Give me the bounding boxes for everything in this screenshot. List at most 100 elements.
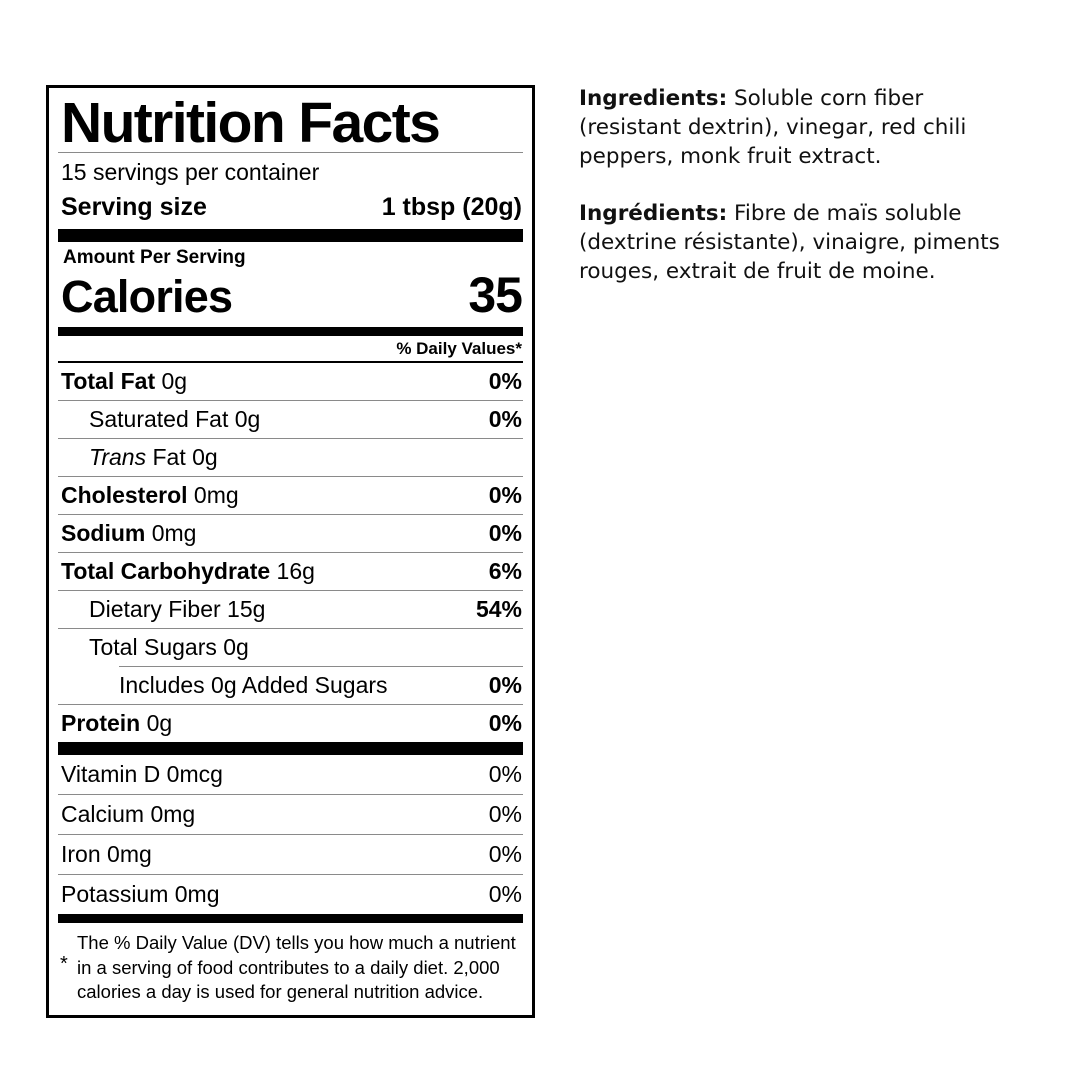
row-divider — [58, 834, 523, 836]
vitamin-percent: 0% — [488, 881, 522, 908]
nutrient-label: Total Carbohydrate — [61, 558, 271, 585]
row-divider — [58, 628, 523, 630]
footnote: * The % Daily Value (DV) tells you how m… — [58, 923, 523, 1015]
vitamins-thick-divider — [58, 742, 523, 756]
vitamin-name: Vitamin D 0mcg — [61, 761, 223, 788]
row-divider — [58, 400, 523, 402]
nutrient-amount: 0mg — [145, 520, 197, 547]
vitamin-row: Iron 0mg 0% — [58, 835, 523, 874]
nutrient-amount: 0g — [155, 368, 188, 395]
calories-label: Calories — [61, 271, 233, 323]
nutrient-rows: Total Fat 0g 0% Saturated Fat 0g 0% Trans Fa… — [58, 363, 523, 742]
ingredients-panel: Ingredients: Soluble corn fiber (resista… — [579, 84, 1019, 313]
nutrient-percent: 0% — [488, 520, 522, 547]
nutrient-amount: 16g — [270, 558, 315, 585]
nutrient-label: Saturated Fat — [89, 406, 229, 433]
nutrient-label: Sodium — [61, 520, 146, 547]
row-divider — [58, 794, 523, 796]
nutrient-row: Dietary Fiber 15g 54% — [58, 591, 523, 628]
nutrient-name: Saturated Fat 0g — [89, 408, 260, 431]
nutrient-percent: 54% — [475, 596, 522, 623]
nutrient-name: Protein 0g — [61, 712, 172, 735]
ingredients-english: Ingredients: Soluble corn fiber (resista… — [579, 84, 1019, 172]
nutrient-row: Trans Fat 0g — [58, 439, 523, 476]
page-title: Nutrition Facts — [61, 91, 441, 155]
nutrient-amount: Fat 0g — [146, 444, 218, 471]
row-divider — [58, 476, 523, 478]
calories-row: Calories 35 — [61, 267, 523, 323]
serving-size-label: Serving size — [61, 193, 207, 222]
ingredients-french-label: Ingrédients: — [579, 200, 728, 226]
row-divider — [58, 552, 523, 554]
daily-value-divider — [58, 361, 523, 364]
footnote-text: The % Daily Value (DV) tells you how muc… — [77, 932, 516, 1003]
nutrient-name: Includes 0g Added Sugars — [119, 674, 388, 697]
nutrient-name: Sodium 0mg — [61, 522, 196, 545]
nutrient-amount: 0g — [140, 710, 173, 737]
nutrient-row: Protein 0g 0% — [58, 705, 523, 742]
nutrient-name: Total Fat 0g — [61, 370, 187, 393]
nutrient-name: Dietary Fiber 15g — [89, 598, 265, 621]
nutrient-name: Total Sugars 0g — [89, 636, 249, 659]
nutrient-amount: 15g — [220, 596, 266, 623]
nutrient-percent: 0% — [488, 368, 522, 395]
vitamin-name: Calcium 0mg — [61, 801, 196, 828]
vitamin-name: Iron 0mg — [61, 841, 152, 868]
daily-value-header: % Daily Values* — [396, 339, 522, 359]
serving-size-thick-divider — [58, 229, 523, 243]
nutrient-row: Cholesterol 0mg 0% — [58, 477, 523, 514]
row-divider — [58, 514, 523, 516]
nutrient-label: Dietary Fiber — [89, 596, 221, 623]
ingredients-english-text: Soluble corn fiber (resistant dextrin), … — [579, 86, 967, 170]
ingredients-french-text: Fibre de maïs soluble (dextrine résistan… — [579, 200, 1000, 285]
nutrient-amount: 0mg — [187, 482, 239, 509]
ingredients-french: Ingrédients: Fibre de maïs soluble (dext… — [579, 199, 1019, 287]
row-divider — [58, 704, 523, 706]
ingredients-english-label: Ingredients: — [579, 86, 728, 111]
vitamin-percent: 0% — [488, 841, 522, 868]
vitamin-row: Potassium 0mg 0% — [58, 875, 523, 914]
nutrient-label: Total Fat — [61, 368, 156, 395]
nutrient-row: Total Fat 0g 0% — [58, 363, 523, 400]
nutrient-label: Cholesterol — [61, 482, 188, 509]
nutrient-label: Total Sugars — [89, 634, 217, 661]
nutrient-row: Total Carbohydrate 16g 6% — [58, 553, 523, 590]
vitamin-rows: Vitamin D 0mcg 0% Calcium 0mg 0% Iron 0mg 0% P… — [58, 755, 523, 914]
serving-size-value: 1 tbsp (20g) — [381, 193, 522, 222]
nutrient-percent: 0% — [488, 710, 522, 737]
nutrient-row: Total Sugars 0g — [58, 629, 523, 666]
nutrient-name: Cholesterol 0mg — [61, 484, 239, 507]
nutrient-percent: 0% — [488, 406, 522, 433]
nutrient-percent: 0% — [488, 672, 522, 699]
nutrient-percent: 6% — [488, 558, 522, 585]
calories-thick-divider — [58, 327, 523, 337]
vitamin-row: Calcium 0mg 0% — [58, 795, 523, 834]
nutrient-label: Includes 0g Added Sugars — [119, 672, 388, 699]
calories-value: 35 — [468, 267, 523, 324]
vitamin-percent: 0% — [488, 801, 522, 828]
title-divider — [58, 152, 523, 154]
footnote-marker: * — [60, 953, 68, 976]
nutrition-facts-panel: Nutrition Facts 15 servings per containe… — [46, 85, 535, 1018]
nutrient-row: Sodium 0mg 0% — [58, 515, 523, 552]
nutrient-label: Trans — [89, 444, 147, 471]
nutrient-row: Saturated Fat 0g 0% — [58, 401, 523, 438]
nutrient-percent: 0% — [488, 482, 522, 509]
row-divider — [58, 874, 523, 876]
nutrient-name: Trans Fat 0g — [89, 446, 218, 469]
row-divider — [119, 666, 523, 668]
vitamin-percent: 0% — [488, 761, 522, 788]
vitamin-name: Potassium 0mg — [61, 881, 220, 908]
nutrient-name: Total Carbohydrate 16g — [61, 560, 315, 583]
row-divider — [58, 438, 523, 440]
nutrient-label: Protein — [61, 710, 141, 737]
nutrient-amount: 0g — [216, 634, 249, 661]
amount-per-serving-label: Amount Per Serving — [63, 247, 246, 269]
serving-size-row: Serving size 1 tbsp (20g) — [61, 193, 523, 222]
row-divider — [58, 590, 523, 592]
nutrient-row: Includes 0g Added Sugars 0% — [58, 667, 523, 704]
footnote-thick-divider — [58, 914, 523, 924]
nutrient-amount: 0g — [228, 406, 261, 433]
vitamin-row: Vitamin D 0mcg 0% — [58, 755, 523, 794]
